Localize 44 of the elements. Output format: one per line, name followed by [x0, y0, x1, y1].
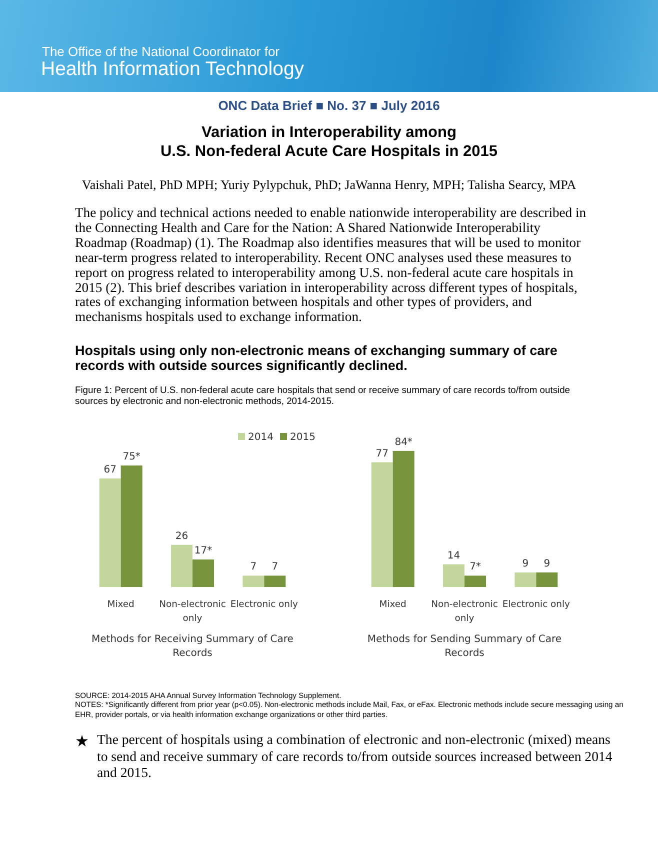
text: The percent of hospitals using a combination of electronic and non-electronic (mixed) means to send and receive summary of care records to/from outside sources increased between 2014 and 2015.: [97, 732, 614, 782]
bar: [242, 576, 264, 587]
text: Figure 1: Percent of U.S. non-federal acute care hospitals that send or receive summary of care records to/from outside sources by electronic and non-electronic methods, 2014-2015.: [75, 384, 572, 406]
x-tick-label: Non-electronic only: [431, 599, 498, 624]
bar: [464, 576, 486, 587]
x-axis-title: Methods for Sending Summary of Care Records: [367, 634, 562, 659]
legend-label: 2014: [248, 432, 274, 443]
data-label: 84*: [394, 436, 412, 448]
text: The policy and technical actions needed to enable nationwide interoperability are described in the Connecting Health and Care for the Nation: A Shared Nationwide Interoperability Roadmap (Roadmap) (1). The Roadmap also identifies measures that will be used to monitor near-term progress related to interoperability. Recent ONC analyses used these measures to report on progress related to interoperability among U.S. non-federal acute care hospitals in 2015 (2). This brief describes variation in interoperability across different types of hospitals, rates of exchanging information between hospitals and other types of providers, and mechanisms hospitals used to exchange information.: [75, 205, 588, 326]
data-label: 7: [272, 562, 278, 573]
text: U.S. Non-federal Acute Care Hospitals in 2015: [159, 143, 499, 161]
bar: [264, 576, 286, 587]
bar: [171, 544, 192, 587]
data-label: 14: [447, 550, 460, 562]
bar: [536, 572, 558, 587]
data-label: 9: [544, 558, 550, 570]
legend-label: 2015: [290, 432, 316, 443]
bar: [371, 462, 393, 587]
x-axis-title: Methods for Receiving Summary of Care Records: [92, 634, 294, 659]
x-tick-label: Electronic only: [230, 599, 299, 610]
bar: [99, 478, 121, 587]
data-label: 17*: [194, 545, 212, 556]
data-label: 7: [250, 562, 257, 573]
bar: [514, 572, 536, 587]
x-tick-label: Non-electronic only: [159, 599, 226, 624]
data-label: 9: [522, 558, 529, 570]
data-label: 7*: [470, 562, 481, 573]
text: Hospitals using only non-electronic means of exchanging summary of care records with outside sources significantly declined.: [75, 343, 558, 373]
bar: [392, 450, 414, 587]
text: The Office of the National Coordinator for: [42, 44, 280, 59]
x-tick-label: Mixed: [379, 599, 406, 610]
data-label: 26: [175, 530, 188, 542]
bar: [192, 559, 214, 587]
text: Vaishali Patel, PhD MPH; Yuriy Pylypchuk, PhD; JaWanna Henry, MPH; Talisha Searcy, MPA: [80, 177, 578, 193]
x-tick-label: Mixed: [107, 599, 134, 610]
text: Health Information Technology: [41, 58, 306, 81]
bar: [443, 564, 464, 587]
text: ONC Data Brief ■ No. 37 ■ July 2016: [217, 98, 441, 113]
bar: [120, 466, 142, 587]
data-label: 67: [104, 464, 116, 476]
data-label: 75*: [122, 452, 140, 462]
text: Variation in Interoperability among: [200, 124, 458, 142]
x-tick-label: Electronic only: [502, 599, 571, 610]
data-label: 77: [376, 448, 388, 460]
